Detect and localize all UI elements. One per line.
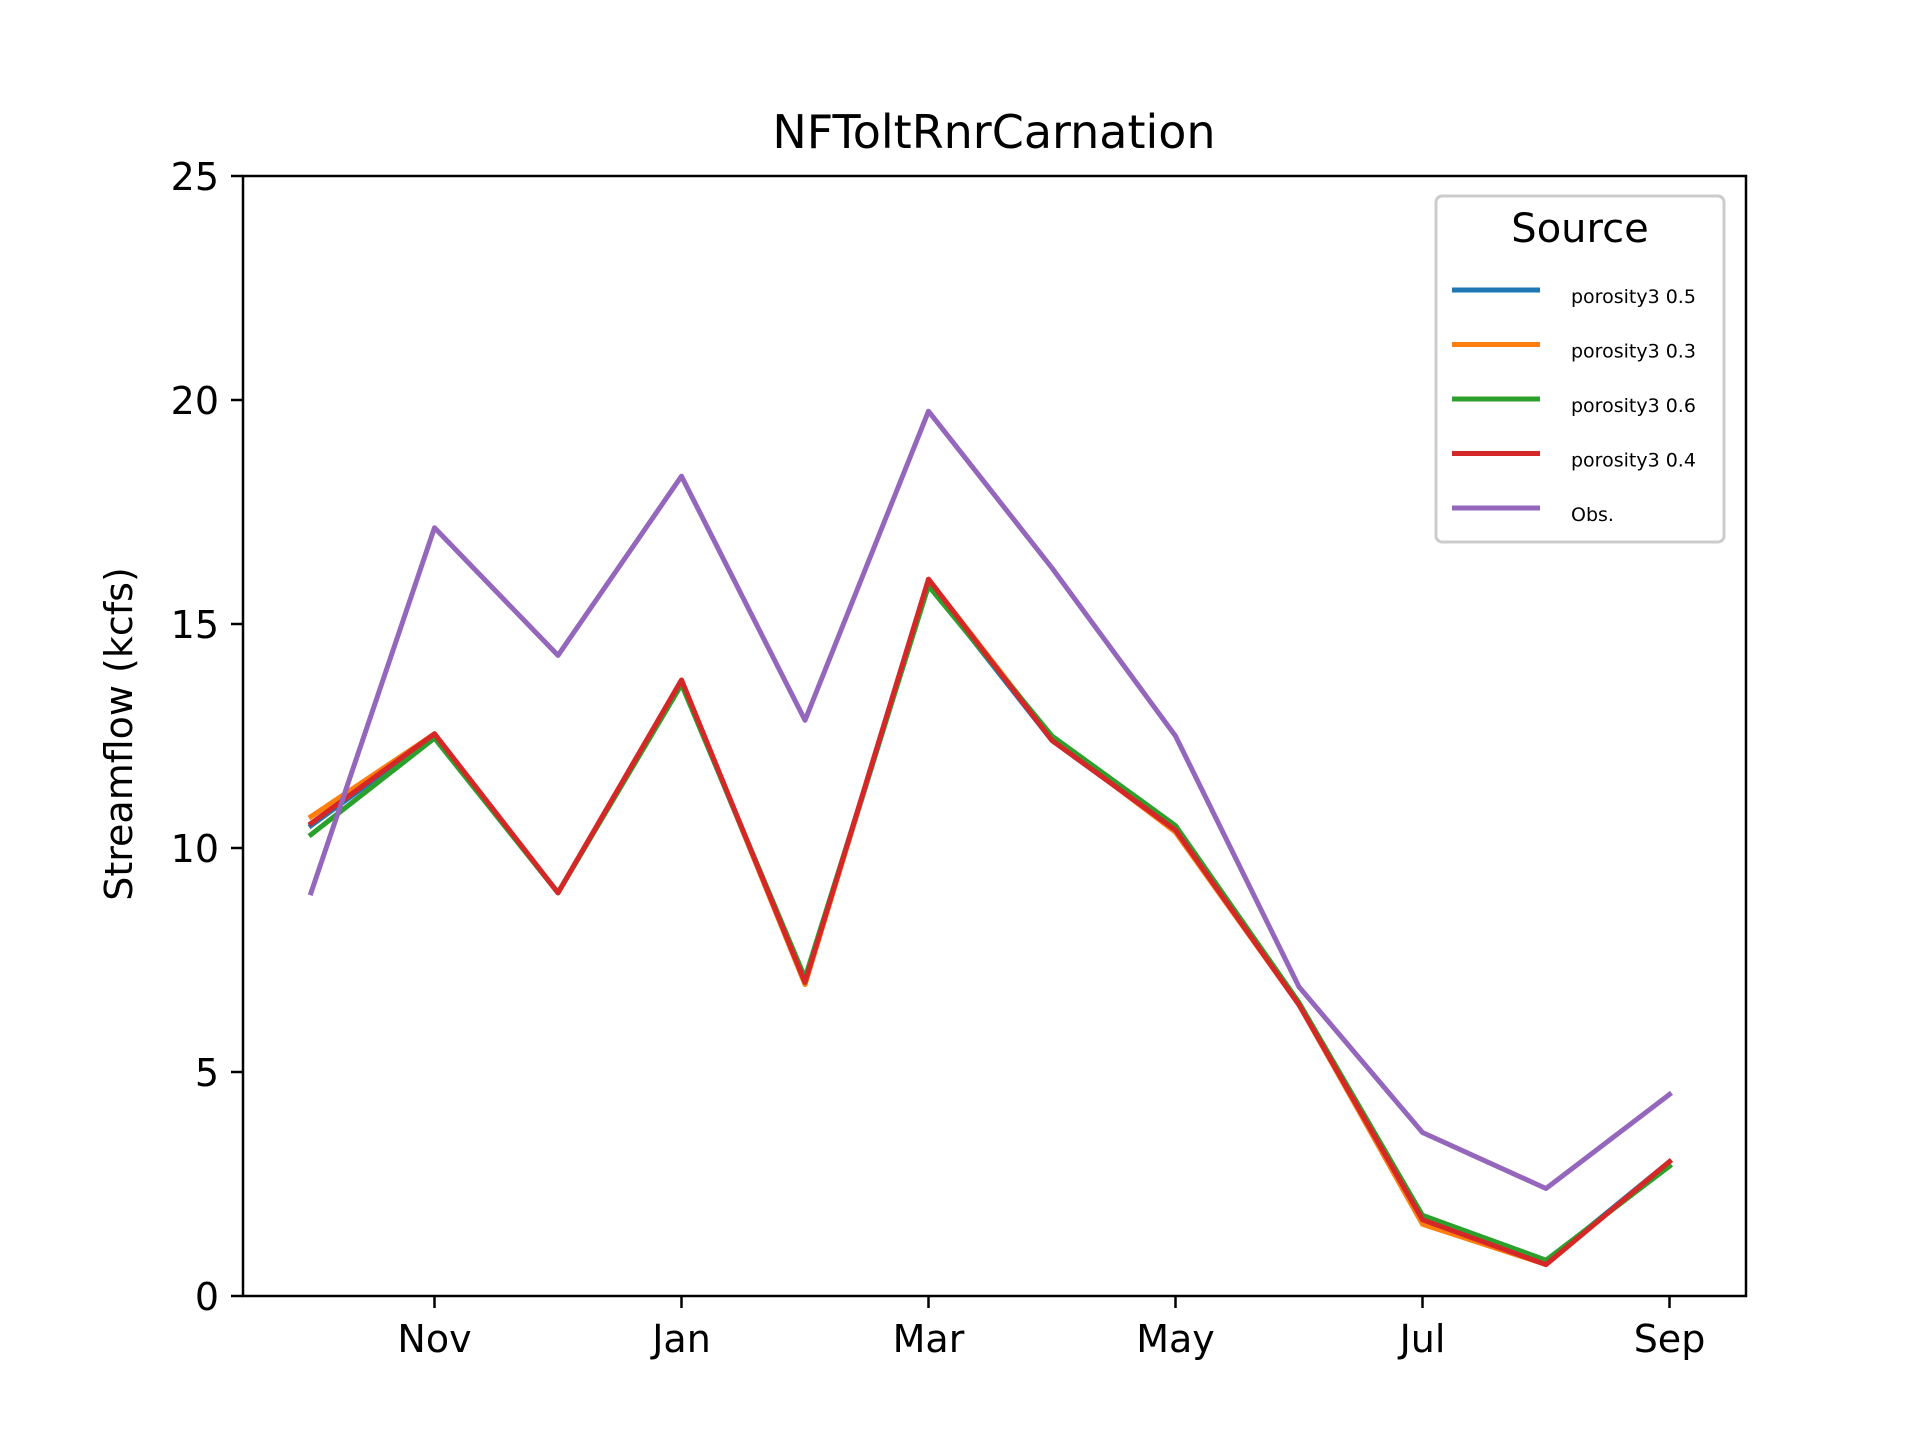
x-tick-label: Sep <box>1634 1317 1706 1361</box>
y-tick-label: 25 <box>171 155 219 199</box>
series-line-3 <box>307 576 1674 1268</box>
y-tick-label: 0 <box>195 1275 219 1319</box>
chart-title: NFToltRnrCarnation <box>772 105 1215 159</box>
y-tick-label: 10 <box>171 827 219 871</box>
legend-label: porosity3 0.4 <box>1571 450 1696 472</box>
x-tick-label: Mar <box>893 1317 965 1361</box>
axes: 0 5 10 15 20 25 Nov Jan Mar May Jul Sep <box>171 155 1748 1361</box>
x-tick-label: May <box>1136 1317 1215 1361</box>
legend-label: porosity3 0.6 <box>1571 395 1696 417</box>
legend: Source porosity3 0.5 porosity3 0.3 porosity… <box>1434 194 1726 544</box>
legend-label: Obs. <box>1571 504 1614 526</box>
plot-frame <box>241 174 1748 1298</box>
legend-title: Source <box>1511 206 1648 252</box>
x-tick-label: Nov <box>397 1317 471 1361</box>
series-lines <box>307 408 1674 1268</box>
y-tick-label: 15 <box>171 603 219 647</box>
y-tick-label: 5 <box>195 1051 219 1095</box>
x-tick-label: Jan <box>650 1317 711 1361</box>
series-line-4 <box>307 408 1674 1191</box>
legend-label: porosity3 0.3 <box>1571 341 1696 363</box>
y-tick-label: 20 <box>171 379 219 423</box>
y-axis-label: Streamflow (kcfs) <box>97 567 141 901</box>
x-tick-label: Jul <box>1398 1317 1446 1361</box>
legend-label: porosity3 0.5 <box>1571 286 1696 308</box>
